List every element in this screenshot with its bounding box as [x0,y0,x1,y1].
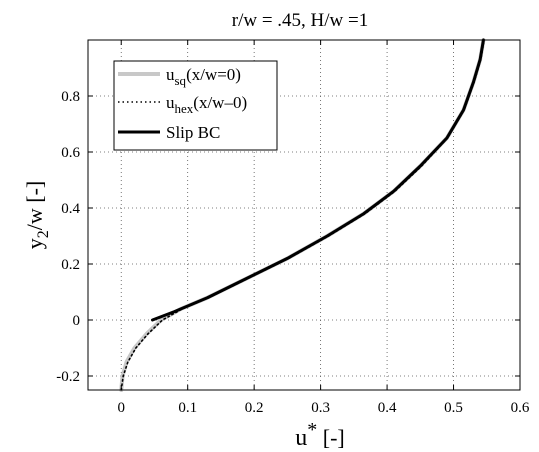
y-tick-label: 0.6 [61,145,80,161]
x-tick-label: 0.1 [178,400,197,416]
y-axis-label-sub: 2 [35,230,52,238]
x-axis-label-main: u [295,425,307,451]
y-tick-label: 0.2 [61,257,80,273]
y-tick-label: 0.8 [61,89,80,105]
x-tick-label: 0.3 [311,400,330,416]
y-tick-label: 0 [73,313,81,329]
ticks [88,40,521,390]
y-tick-label: -0.2 [56,369,80,385]
x-tick-label: 0.6 [511,400,530,416]
y-axis-label-rest: /w [-] [22,181,47,230]
series-layer [119,38,486,392]
y-tick-label: 0.4 [61,201,80,217]
x-tick-label: 0.5 [444,400,463,416]
legend-label-2: Slip BC [166,123,220,142]
x-tick-label: 0.4 [378,400,397,416]
x-tick-label: 0.2 [245,400,264,416]
x-axis-label: u* [-] [295,419,344,451]
legend-label-1: uhex(x/w–0) [166,93,247,116]
chart-title: r/w = .45, H/w =1 [232,10,368,31]
x-axis-label-sup: * [307,419,317,441]
x-tick-label: 0 [117,400,125,416]
y-axis-label-main: y [22,238,47,249]
plot-frame [87,39,521,391]
y-axis-label: y2/w [-] [22,181,52,249]
series-line-2 [150,38,485,322]
legend-label-0: usq(x/w=0) [166,65,241,88]
legend: usq(x/w=0) uhex(x/w–0) Slip BC [113,60,278,151]
x-axis-label-unit: [-] [317,425,344,450]
legend-entries: usq(x/w=0) uhex(x/w–0) Slip BC [118,65,247,142]
tick-labels: 0 0.1 0.2 0.3 0.4 0.5 0.6 -0.2 0 0.2 0.4 0.6 0.8 [56,89,530,416]
